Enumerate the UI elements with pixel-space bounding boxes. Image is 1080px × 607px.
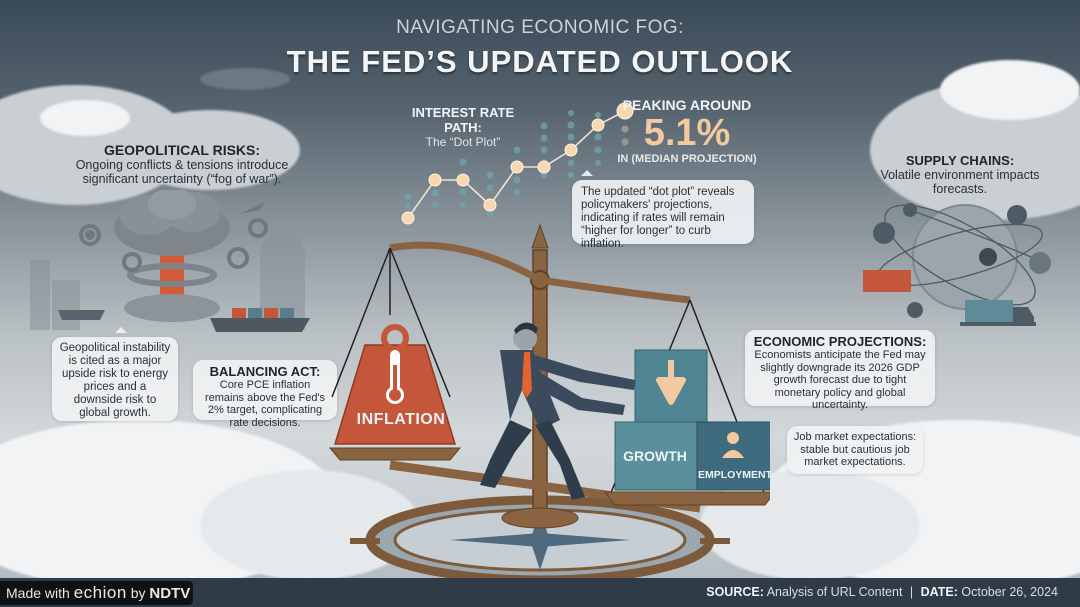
made-with-badge[interactable]: Made with echion by NDTV [0, 581, 193, 605]
balancing-act-callout: BALANCING ACT: Core PCE inflation remain… [193, 360, 337, 429]
date-label: DATE: [920, 585, 958, 599]
cargo-ship-icon [210, 308, 310, 332]
geopolitical-risks-body: Ongoing conflicts & tensions introduce s… [75, 158, 289, 186]
interest-rate-heading: INTEREST RATE PATH: [411, 105, 515, 135]
job-market-callout: Job market expectations: stable but caut… [787, 426, 923, 474]
balance-scale-illustration [328, 223, 770, 580]
small-ship-icon [58, 310, 105, 320]
growth-label: GROWTH [623, 448, 687, 464]
peak-rate-value: 5.1% [643, 112, 731, 154]
date-value: October 26, 2024 [961, 585, 1058, 599]
background-cloud [940, 60, 1080, 120]
economic-projections-body: Economists anticipate the Fed may slight… [754, 349, 926, 411]
globe-icon [912, 204, 1018, 310]
dot-plot-callout: The updated “dot plot” reveals policymak… [572, 170, 754, 250]
dot-plot-chart [401, 102, 634, 225]
made-with-text: Made with [6, 585, 70, 601]
inflation-label: INFLATION [356, 411, 446, 428]
left-scale-pan [328, 447, 462, 461]
right-scale-pan [603, 491, 770, 506]
footer-separator: | [909, 585, 914, 599]
down-arrow-icon [656, 360, 686, 405]
inflation-weight [333, 324, 457, 445]
fighter-jet-icon [240, 202, 265, 214]
mushroom-cloud-icon [114, 190, 230, 322]
interest-rate-path-header: INTEREST RATE PATH: The “Dot Plot” [398, 105, 528, 149]
background-cloud [120, 110, 300, 190]
businessman-figure [480, 322, 635, 500]
person-icon [722, 432, 744, 458]
balancing-act-heading: BALANCING ACT: [209, 364, 321, 379]
geopolitical-illustration [30, 190, 310, 332]
peak-label-bottom: IN (MEDIAN PROJECTION) [617, 153, 757, 165]
supply-chains-heading: SUPPLY CHAINS: [905, 153, 1015, 168]
geopolitical-instability-callout: Geopolitical instability is cited as a m… [52, 327, 178, 421]
echion-logo: echion [73, 583, 127, 602]
tie [522, 352, 532, 398]
shipping-container-icon [863, 270, 911, 292]
gear-icon [79, 218, 268, 272]
background-cloud [200, 68, 290, 90]
page-subtitle: NAVIGATING ECONOMIC FOG: [396, 17, 684, 38]
geopolitical-risks-heading: GEOPOLITICAL RISKS: [103, 142, 261, 158]
economic-projections-callout: ECONOMIC PROJECTIONS: Economists anticip… [745, 330, 935, 411]
growth-puzzle-piece [614, 421, 698, 491]
dot-plot-callout-text: The updated “dot plot” reveals policymak… [581, 186, 735, 250]
ndtv-logo: NDTV [149, 585, 191, 602]
container-truck-icon [960, 300, 1036, 326]
by-text: by [130, 585, 146, 601]
background-cloud [40, 100, 130, 136]
web-globe-icon [1007, 205, 1027, 225]
geopolitical-instability-text: Geopolitical instability is cited as a m… [59, 342, 171, 419]
peak-label-top: PEAKING AROUND [622, 97, 752, 113]
source-label: SOURCE: [706, 585, 764, 599]
ship-wheel-compass-icon [350, 495, 730, 580]
peak-rate-callout: PEAKING AROUND 5.1% IN (MEDIAN PROJECTIO… [612, 97, 762, 165]
supply-chains-section: SUPPLY CHAINS: Volatile environment impa… [880, 153, 1040, 196]
page-title: THE FED’S UPDATED OUTLOOK [286, 44, 794, 79]
economic-projections-heading: ECONOMIC PROJECTIONS: [753, 334, 927, 349]
scale-beam [389, 241, 691, 304]
supply-chain-illustration [863, 203, 1051, 326]
geopolitical-risks-section: GEOPOLITICAL RISKS: Ongoing conflicts & … [72, 142, 292, 186]
source-date-line: SOURCE: Analysis of URL Content | DATE: … [706, 585, 1058, 599]
employment-label: EMPLOYMENT [697, 469, 773, 481]
airplane-icon [873, 222, 895, 244]
delivery-truck-icon [1029, 252, 1051, 274]
job-market-text: Job market expectations: stable but caut… [793, 431, 917, 468]
supply-chains-body: Volatile environment impacts forecasts. [880, 168, 1040, 196]
source-value: Analysis of URL Content [766, 585, 903, 599]
interest-rate-subheading: The “Dot Plot” [425, 135, 501, 149]
balancing-act-body: Core PCE inflation remains above the Fed… [204, 379, 326, 429]
